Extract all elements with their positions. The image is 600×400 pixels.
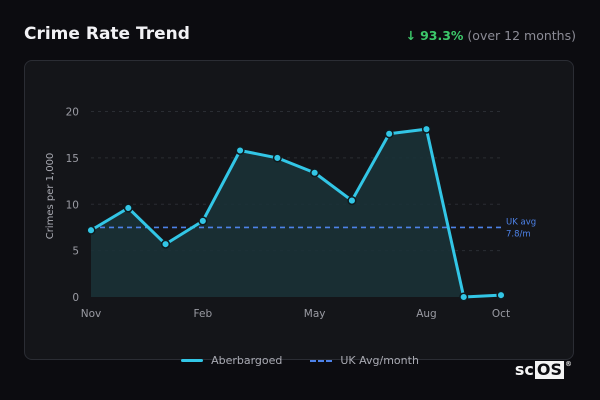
- x-tick-label: Aug: [416, 308, 437, 320]
- legend-label-series: Aberbargoed: [211, 354, 283, 367]
- data-point[interactable]: [384, 129, 394, 139]
- reference-value-label: 7.8/m: [506, 229, 531, 239]
- legend-swatch-series: [181, 359, 204, 362]
- brand-logo: sc OS ®: [515, 360, 572, 379]
- data-point[interactable]: [496, 290, 506, 300]
- series-line: [89, 127, 503, 299]
- legend-item-series[interactable]: Aberbargoed: [181, 354, 282, 367]
- data-point[interactable]: [347, 196, 357, 206]
- x-tick-label: May: [304, 308, 326, 320]
- y-tick-label: 5: [72, 246, 79, 258]
- data-point[interactable]: [198, 216, 208, 226]
- data-point[interactable]: [272, 153, 282, 163]
- brand-boxed-text: OS: [534, 359, 564, 379]
- x-tick-label: Feb: [194, 308, 213, 320]
- brand-reg-mark: ®: [565, 360, 572, 368]
- y-tick-label: 10: [66, 199, 79, 211]
- data-point[interactable]: [86, 225, 96, 235]
- y-axis-label: Crimes per 1,000: [45, 153, 56, 240]
- y-tick-label: 0: [72, 292, 79, 304]
- legend: Aberbargoed UK Avg/month: [0, 354, 600, 367]
- y-tick-label: 20: [66, 107, 79, 119]
- legend-label-reference: UK Avg/month: [340, 354, 419, 367]
- data-point[interactable]: [459, 292, 469, 302]
- data-point[interactable]: [160, 239, 171, 249]
- data-point[interactable]: [310, 168, 320, 178]
- change-percent: 93.3%: [420, 28, 464, 43]
- x-tick-label: Oct: [492, 308, 510, 320]
- y-tick-label: 15: [66, 153, 79, 165]
- x-tick-label: Nov: [81, 308, 102, 320]
- legend-swatch-reference: [310, 359, 333, 362]
- chart-title: Crime Rate Trend: [24, 24, 190, 44]
- data-point[interactable]: [123, 203, 133, 213]
- down-arrow-icon: ↓: [405, 28, 417, 43]
- brand-text: sc: [514, 360, 534, 379]
- change-summary: ↓ 93.3% (over 12 months): [406, 28, 576, 43]
- legend-item-reference[interactable]: UK Avg/month: [310, 354, 419, 367]
- data-point[interactable]: [235, 145, 245, 156]
- data-point[interactable]: [421, 124, 432, 134]
- change-period: (over 12 months): [467, 28, 576, 43]
- series-area: [91, 129, 501, 297]
- reference-label: UK avg: [506, 217, 536, 227]
